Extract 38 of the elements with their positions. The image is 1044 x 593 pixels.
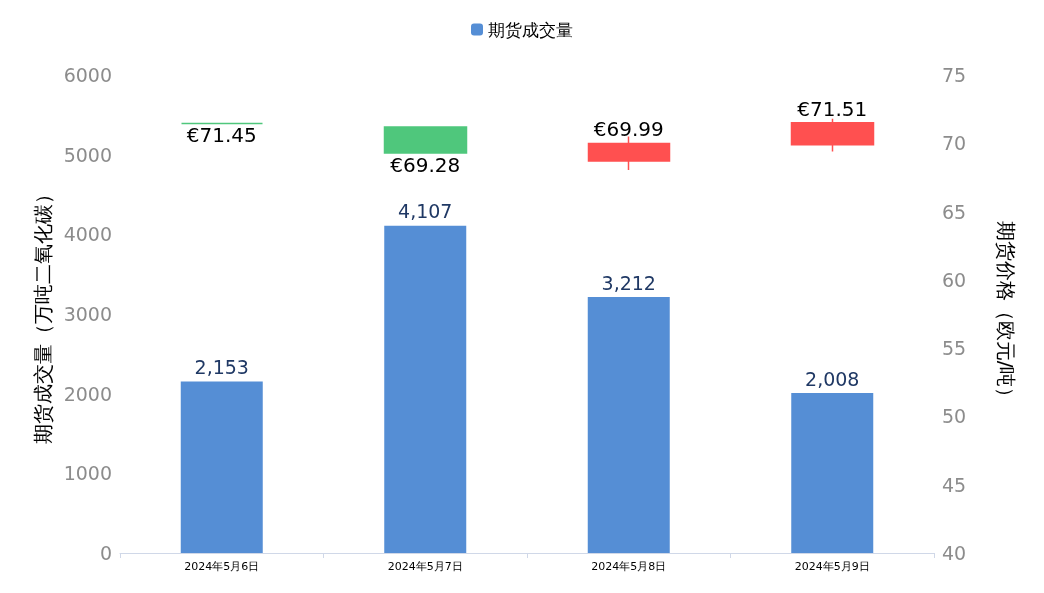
- candlestick: [790, 117, 875, 153]
- text: €71.51: [797, 96, 868, 121]
- bar: [180, 381, 263, 553]
- text: €69.99: [593, 117, 664, 142]
- data-label: 3,212: [601, 271, 656, 294]
- y2-axis-title: 期货价格（欧元/吨）: [994, 220, 1018, 408]
- text: €69.28: [390, 153, 461, 178]
- y2-tick-label: 45: [942, 473, 967, 496]
- x-tick-label: 2024年5月7日: [387, 560, 463, 573]
- bar: [587, 297, 670, 553]
- candlestick: [587, 135, 671, 171]
- y2-tick-label: 60: [942, 268, 967, 291]
- data-label: 2,153: [194, 355, 249, 378]
- y2-tick-label: 75: [942, 64, 967, 86]
- candlestick: [383, 126, 468, 154]
- y-tick-label: 2000: [63, 382, 112, 405]
- y2-tick-label: 40: [942, 542, 967, 564]
- y2-tick-label: 55: [942, 337, 967, 360]
- y2-tick-label: 65: [942, 200, 967, 223]
- y-tick-label: 4000: [63, 223, 112, 246]
- y2-tick-label: 70: [942, 132, 967, 155]
- x-tick-label: 2024年5月8日: [591, 560, 667, 573]
- x-tick-label: 2024年5月9日: [794, 560, 870, 573]
- bar: [384, 225, 467, 553]
- candlestick: [180, 122, 264, 125]
- legend-label: 期货成交量: [488, 19, 573, 40]
- y-tick-label: 5000: [63, 143, 112, 166]
- x-tick-label: 2024年5月6日: [184, 560, 260, 573]
- bar: [791, 393, 874, 553]
- data-label: 4,107: [398, 200, 453, 223]
- y-tick-label: 0: [99, 542, 112, 564]
- text: €71.45: [186, 123, 257, 148]
- data-label: 2,008: [805, 367, 860, 390]
- y-tick-label: 1000: [63, 462, 112, 485]
- y-tick-label: 6000: [63, 64, 112, 86]
- y-tick-label: 3000: [63, 303, 112, 325]
- y2-tick-label: 50: [942, 405, 967, 428]
- y-axis-title: 期货成交量（万吨二氧化碳）: [30, 184, 55, 444]
